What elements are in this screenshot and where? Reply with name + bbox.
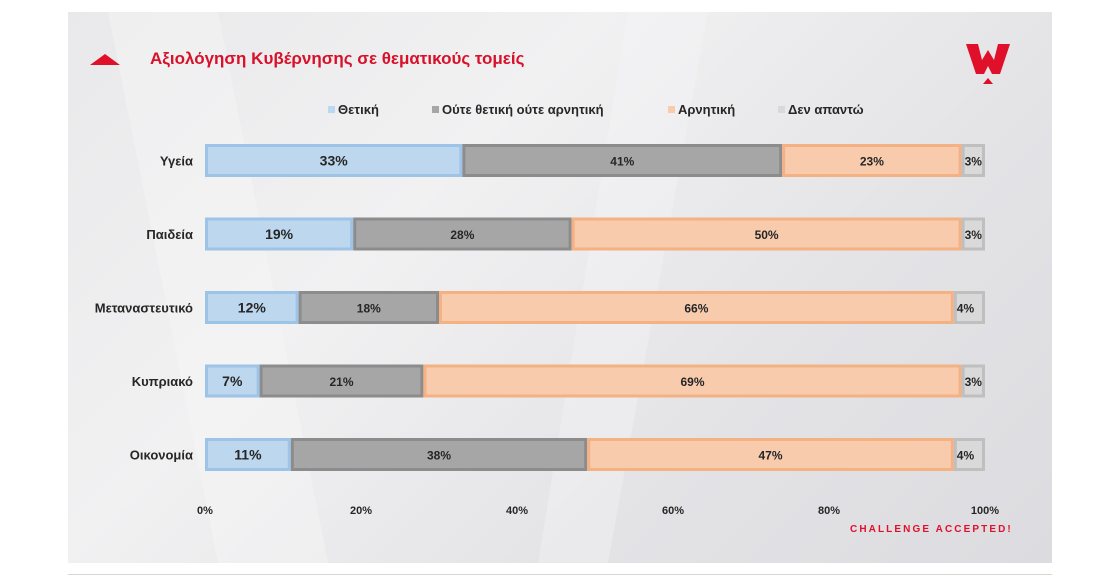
- bar-segment: [961, 217, 985, 251]
- bar-segment: [953, 291, 985, 324]
- bar-segment: [953, 438, 985, 471]
- data-label: 38%: [427, 449, 451, 463]
- data-label: 23%: [860, 155, 884, 169]
- data-label: 47%: [758, 449, 782, 463]
- data-label: 66%: [684, 302, 708, 316]
- bar-segment: [290, 438, 588, 471]
- stacked-bar-chart: Θετική Ούτε θετική ούτε αρνητική Αρνητική Δ…: [95, 102, 1000, 517]
- tagline: CHALLENGE ACCEPTED!: [850, 524, 1013, 535]
- x-tick-label: 60%: [662, 505, 684, 517]
- bar-segment: [782, 144, 962, 177]
- legend-label: Θετική: [338, 102, 379, 117]
- legend-swatch: [778, 106, 785, 113]
- category-label: Κυπριακό: [132, 374, 193, 389]
- bar-segment: [205, 144, 463, 177]
- slide: Αξιολόγηση Κυβέρνησης σε θεματικούς τομε…: [68, 12, 1052, 563]
- bar-segment: [571, 217, 962, 251]
- x-tick-label: 80%: [818, 505, 840, 517]
- title-row: Αξιολόγηση Κυβέρνησης σε θεματικούς τομε…: [90, 48, 524, 70]
- data-label: 41%: [610, 155, 634, 169]
- x-tick-label: 40%: [506, 505, 528, 517]
- legend-swatch: [328, 106, 335, 113]
- data-label: 33%: [320, 153, 349, 169]
- legend-label: Δεν απαντώ: [788, 102, 864, 117]
- brand-logo: [966, 44, 1010, 84]
- legend-label: Αρνητική: [678, 102, 735, 117]
- legend-swatch: [668, 106, 675, 113]
- legend-swatch: [432, 106, 439, 113]
- data-label: 28%: [450, 228, 474, 242]
- bar-segment: [259, 364, 424, 398]
- data-label: 3%: [965, 228, 983, 242]
- bar-segment: [423, 364, 962, 398]
- data-label: 11%: [234, 447, 262, 463]
- data-label: 3%: [965, 155, 983, 169]
- bar-segment: [298, 291, 439, 324]
- bottom-divider: [68, 574, 1052, 575]
- bar-segment: [961, 364, 985, 398]
- x-tick-label: 20%: [350, 505, 372, 517]
- data-label: 50%: [755, 228, 779, 242]
- data-label: 12%: [238, 300, 267, 316]
- data-label: 3%: [965, 375, 983, 389]
- bar-segment: [205, 364, 260, 398]
- category-label: Παιδεία: [146, 227, 193, 242]
- category-label: Οικονομία: [130, 448, 193, 463]
- chart-title: Αξιολόγηση Κυβέρνησης σε θεματικούς τομε…: [150, 49, 525, 68]
- data-label: 18%: [357, 302, 381, 316]
- bar-segment: [205, 291, 299, 324]
- category-label: Υγεία: [160, 154, 193, 169]
- data-label: 7%: [222, 373, 243, 389]
- triangle-icon: [90, 53, 120, 65]
- x-tick-label: 100%: [971, 505, 999, 517]
- data-label: 69%: [680, 375, 704, 389]
- x-tick-label: 0%: [197, 505, 213, 517]
- data-label: 19%: [265, 226, 294, 242]
- data-label: 4%: [957, 449, 975, 463]
- bar-segment: [462, 144, 783, 177]
- data-label: 4%: [957, 302, 975, 316]
- bar-segment: [353, 217, 572, 251]
- bar-segment: [439, 291, 954, 324]
- legend-label: Ούτε θετική ούτε αρνητική: [442, 102, 604, 117]
- category-label: Μεταναστευτικό: [95, 301, 193, 316]
- data-label: 21%: [329, 375, 353, 389]
- bar-segment: [587, 438, 954, 471]
- bar-segment: [205, 217, 354, 251]
- bar-segment: [205, 438, 291, 471]
- bar-segment: [961, 144, 985, 177]
